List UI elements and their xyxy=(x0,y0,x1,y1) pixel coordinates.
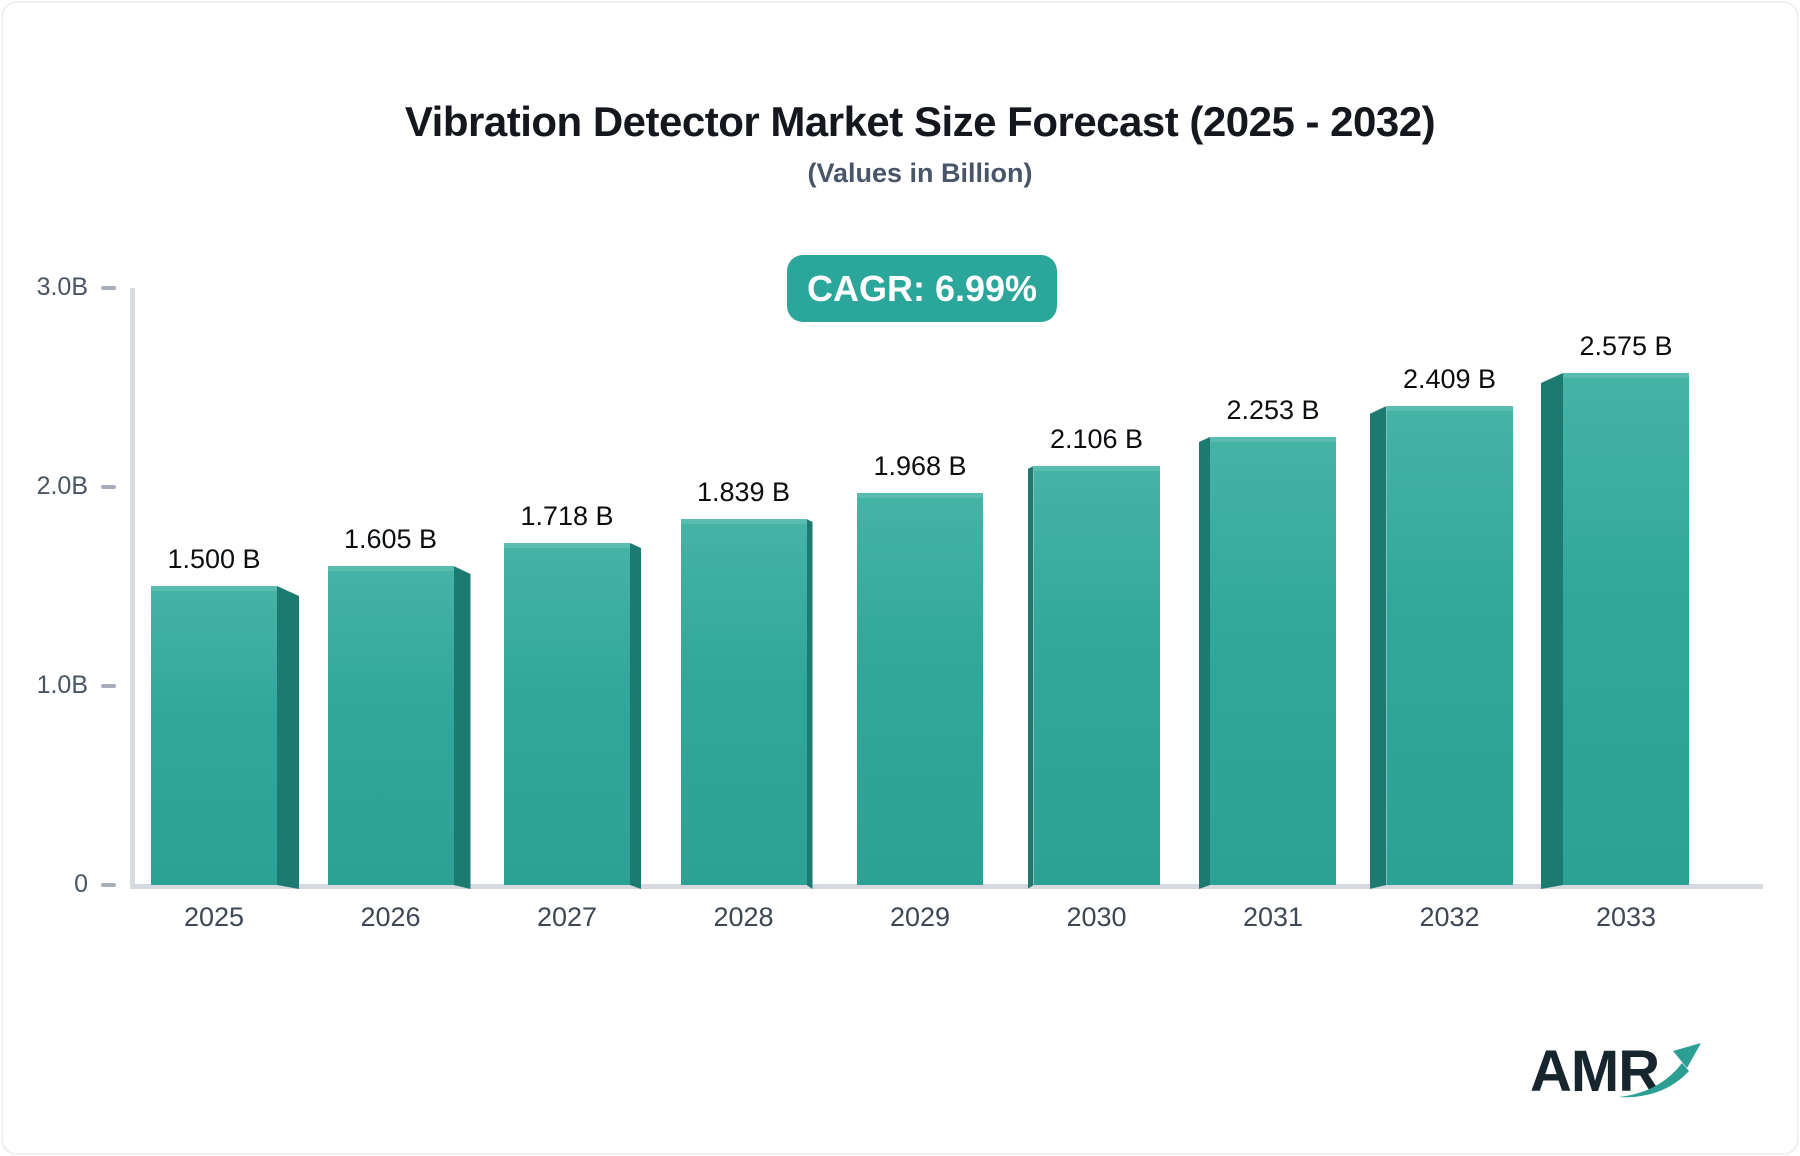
bar-value-label: 1.500 B xyxy=(167,544,261,574)
x-axis-label: 2026 xyxy=(360,902,421,932)
bar-value-label: 1.605 B xyxy=(343,524,438,554)
y-tick-label: 0 xyxy=(74,870,88,898)
bar-side-face xyxy=(1199,437,1210,889)
bar-top-face xyxy=(1210,437,1336,442)
bar-front-face xyxy=(1210,437,1336,885)
x-axis-label: 2033 xyxy=(1595,902,1657,932)
y-tick-dash xyxy=(101,684,116,688)
bar-side-face xyxy=(806,519,813,889)
bar-value-label: 1.968 B xyxy=(873,451,967,481)
bar-value-label: 2.253 B xyxy=(1226,395,1320,425)
bar-front-face xyxy=(857,493,983,885)
bar-side-face xyxy=(630,543,641,889)
bar-top-face xyxy=(1563,373,1689,378)
y-axis-line xyxy=(130,288,135,886)
bar-value-label: 1.839 B xyxy=(696,477,791,507)
bar-front-face xyxy=(1386,406,1513,885)
bar-front-face xyxy=(1563,373,1689,885)
x-axis-label: 2028 xyxy=(713,902,774,932)
bar-top-face xyxy=(1033,466,1160,471)
x-axis-label: 2032 xyxy=(1419,902,1480,932)
bar-side-face xyxy=(1027,466,1034,889)
bar-value-label: 2.409 B xyxy=(1402,364,1497,394)
y-tick-label: 3.0B xyxy=(36,273,88,301)
bar-value-label: 1.718 B xyxy=(520,501,614,531)
bar-top-face xyxy=(151,586,277,591)
y-tick-dash xyxy=(101,286,116,290)
bar-top-face xyxy=(327,566,454,571)
cagr-badge: CAGR: 6.99% xyxy=(787,255,1057,322)
bar-front-face xyxy=(151,586,277,885)
growth-arrow-icon xyxy=(1619,1043,1701,1098)
bar-value-label: 2.106 B xyxy=(1049,424,1144,454)
bar-top-face xyxy=(504,543,630,548)
bar-front-face xyxy=(680,519,807,885)
y-tick-label: 2.0B xyxy=(36,472,88,500)
bar-top-face xyxy=(1386,406,1513,411)
bar-value-label: 2.575 B xyxy=(1579,331,1673,361)
bar-side-face xyxy=(453,566,471,889)
bar-front-face xyxy=(1033,466,1160,885)
y-tick-label: 1.0B xyxy=(36,671,88,699)
bar-front-face xyxy=(504,543,630,885)
y-tick-dash xyxy=(101,485,116,489)
bar-side-face xyxy=(1369,406,1387,889)
amr-logo: AMR xyxy=(1530,1038,1770,1118)
chart-title: Vibration Detector Market Size Forecast … xyxy=(404,98,1436,145)
bar-top-face xyxy=(680,519,807,524)
bar-side-face xyxy=(1541,373,1563,889)
chart-subtitle: (Values in Billion) xyxy=(807,158,1033,188)
x-axis-label: 2025 xyxy=(183,902,245,932)
y-tick-dash xyxy=(101,883,116,887)
x-axis-line xyxy=(130,884,1763,889)
bar-front-face xyxy=(327,566,454,885)
x-axis-label: 2027 xyxy=(536,902,598,932)
x-axis-label: 2029 xyxy=(889,902,951,932)
bar-top-face xyxy=(857,493,983,498)
x-axis-label: 2030 xyxy=(1066,902,1127,932)
x-axis-label: 2031 xyxy=(1242,902,1304,932)
bar-side-face xyxy=(277,586,299,889)
